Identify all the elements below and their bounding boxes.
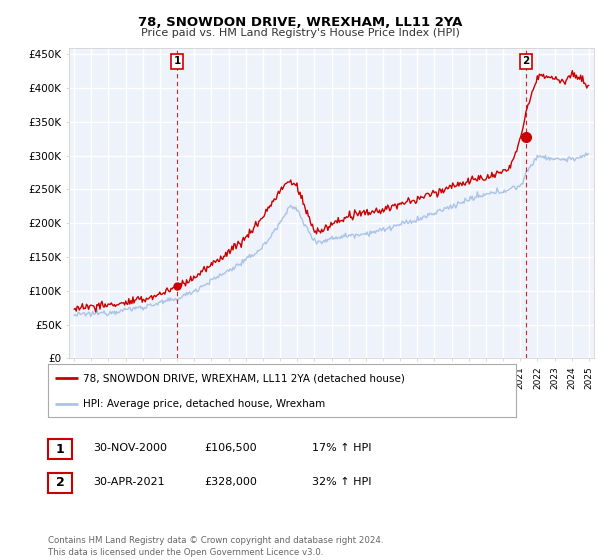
Text: Price paid vs. HM Land Registry's House Price Index (HPI): Price paid vs. HM Land Registry's House … bbox=[140, 28, 460, 38]
Text: HPI: Average price, detached house, Wrexham: HPI: Average price, detached house, Wrex… bbox=[83, 399, 325, 409]
Text: £106,500: £106,500 bbox=[204, 443, 257, 453]
Text: £328,000: £328,000 bbox=[204, 477, 257, 487]
Text: 2: 2 bbox=[522, 56, 530, 66]
Text: 1: 1 bbox=[173, 56, 181, 66]
Text: Contains HM Land Registry data © Crown copyright and database right 2024.
This d: Contains HM Land Registry data © Crown c… bbox=[48, 536, 383, 557]
Text: 30-NOV-2000: 30-NOV-2000 bbox=[93, 443, 167, 453]
Text: 30-APR-2021: 30-APR-2021 bbox=[93, 477, 164, 487]
Text: 2: 2 bbox=[56, 476, 64, 489]
Text: 32% ↑ HPI: 32% ↑ HPI bbox=[312, 477, 371, 487]
Text: 17% ↑ HPI: 17% ↑ HPI bbox=[312, 443, 371, 453]
Text: 78, SNOWDON DRIVE, WREXHAM, LL11 2YA (detached house): 78, SNOWDON DRIVE, WREXHAM, LL11 2YA (de… bbox=[83, 374, 405, 384]
Text: 1: 1 bbox=[56, 442, 64, 456]
Text: 78, SNOWDON DRIVE, WREXHAM, LL11 2YA: 78, SNOWDON DRIVE, WREXHAM, LL11 2YA bbox=[138, 16, 462, 29]
